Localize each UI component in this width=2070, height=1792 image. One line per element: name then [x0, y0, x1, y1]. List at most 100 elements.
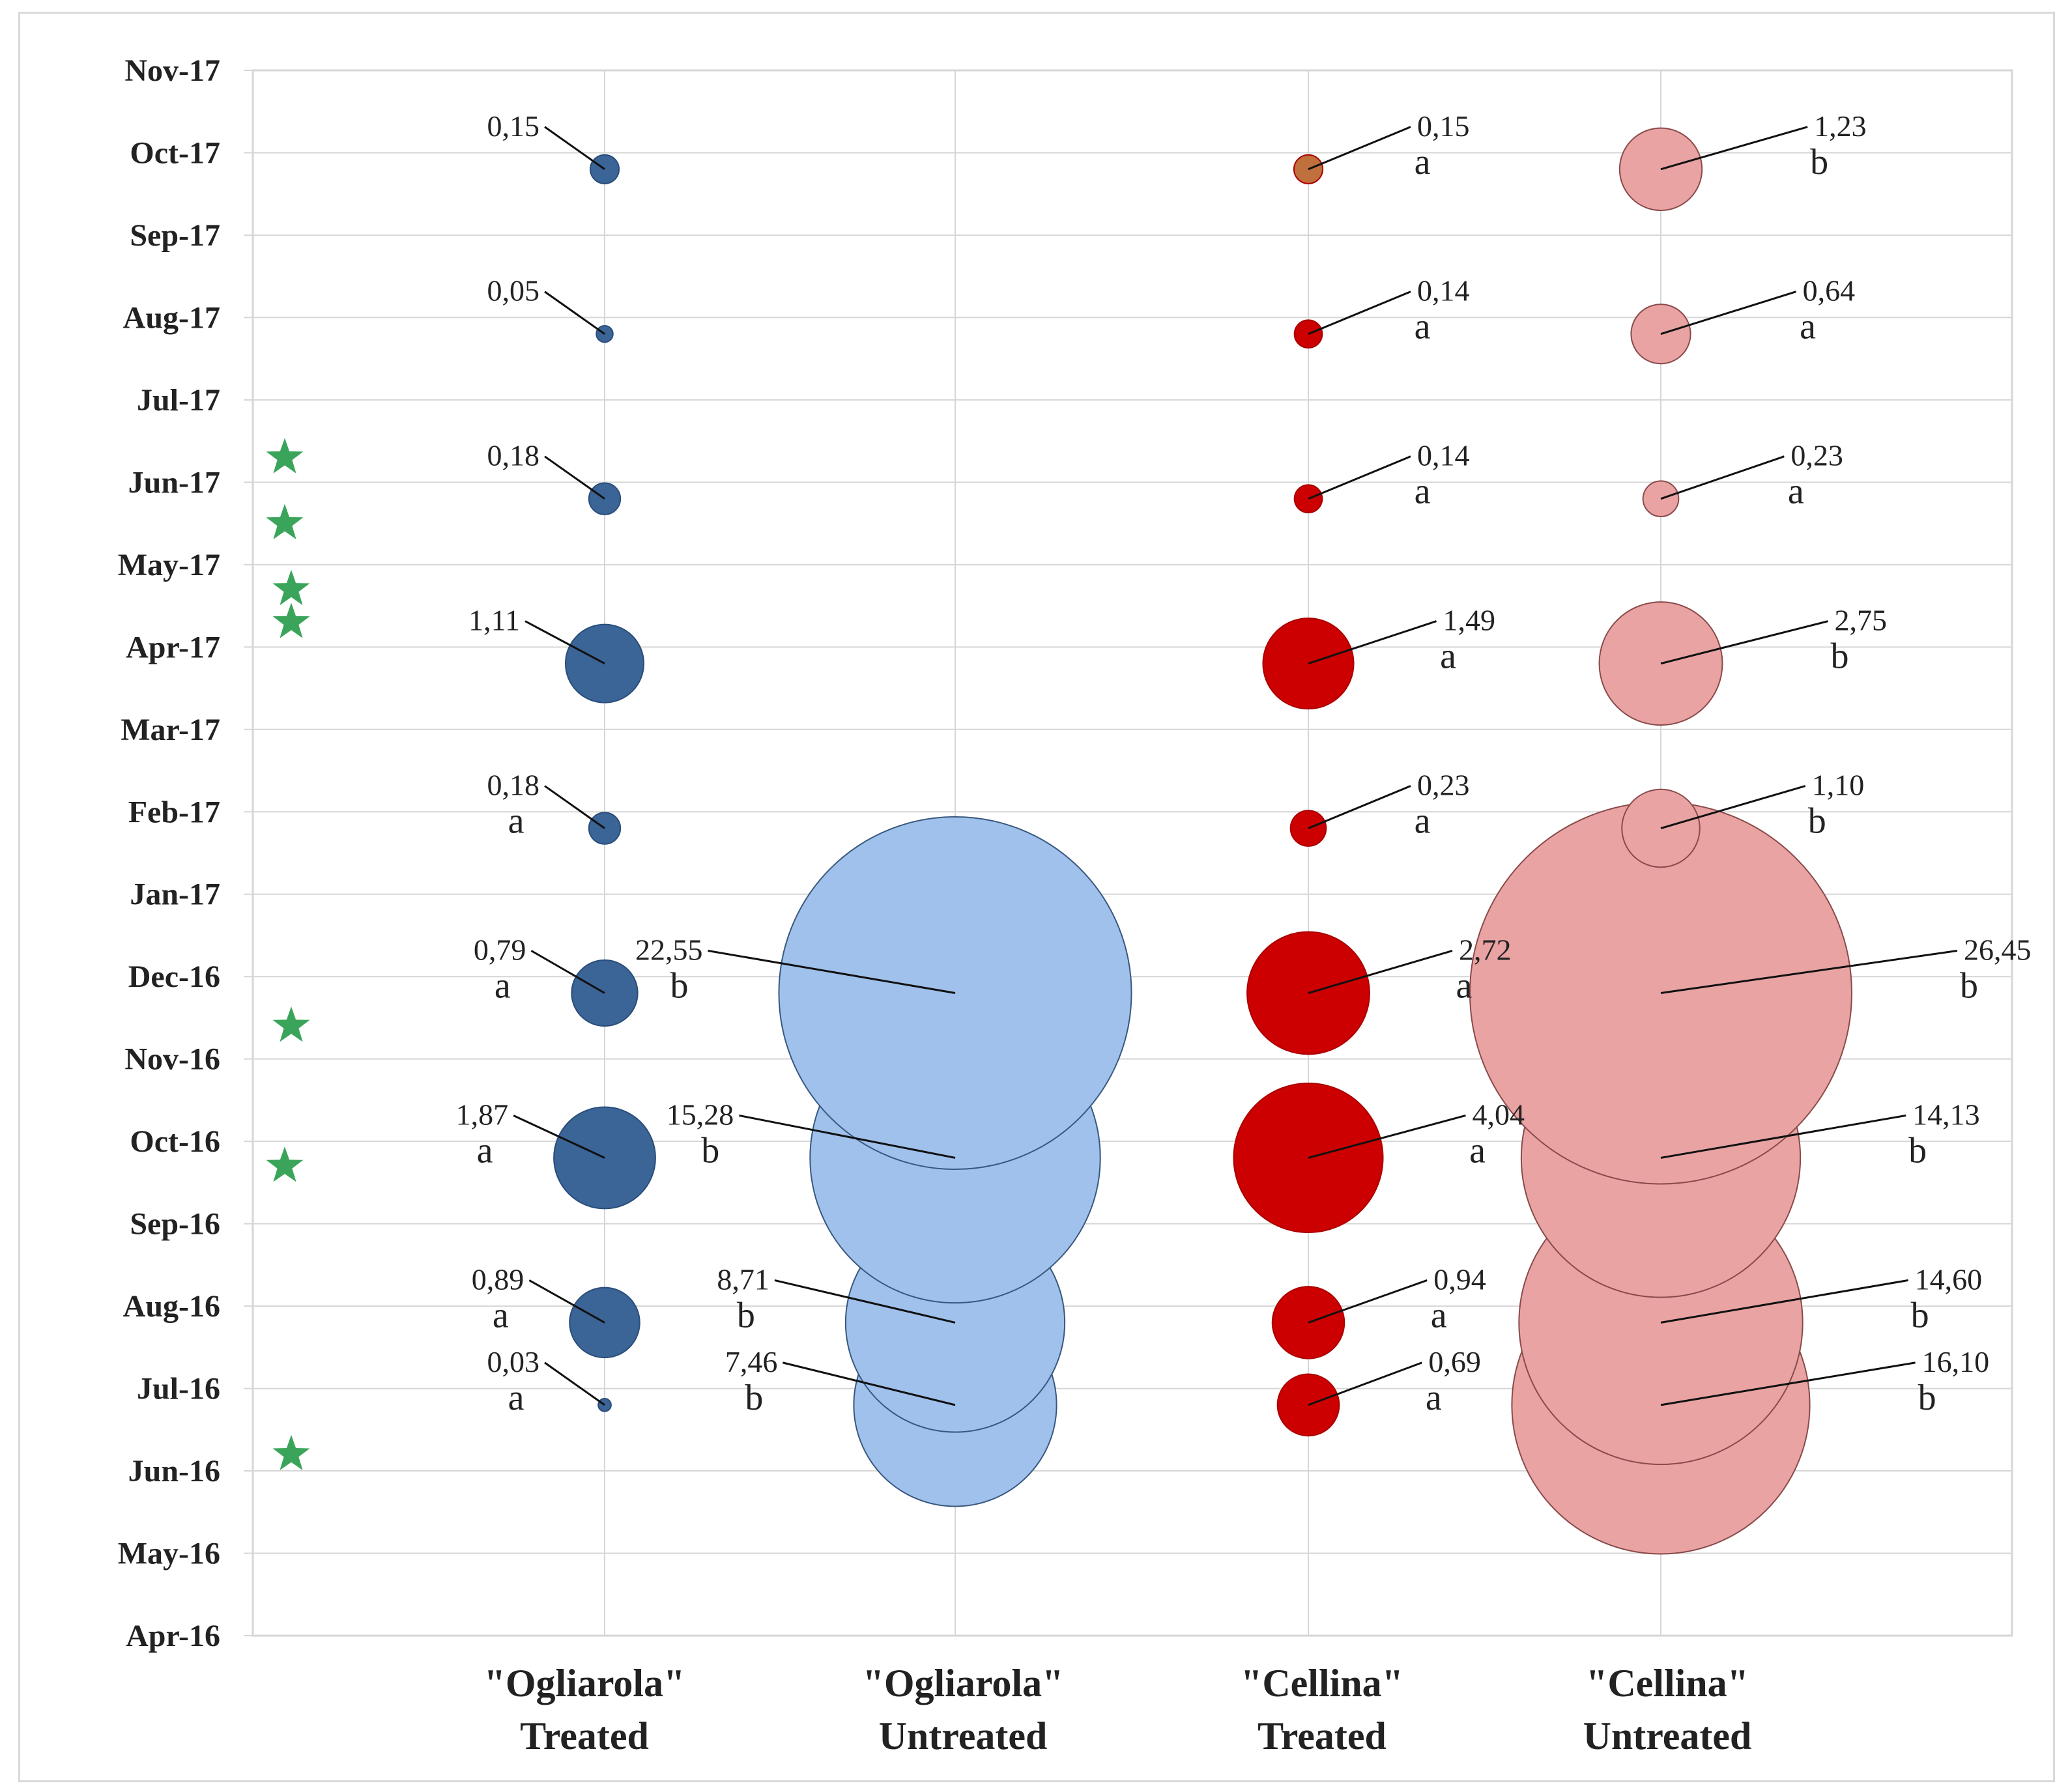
value-label: 1,23 [1814, 109, 1867, 143]
leader-line [1660, 455, 1785, 500]
significance-letter: a [1431, 1295, 1447, 1335]
value-label: 26,45 [1964, 933, 2032, 967]
significance-letter: a [493, 1295, 509, 1335]
leader-line [783, 1361, 956, 1406]
leader-line [544, 291, 605, 335]
significance-letter: b [1911, 1295, 1929, 1335]
ytick-label-aug-17: Aug-17 [123, 300, 220, 335]
significance-letter: a [508, 1378, 525, 1418]
bubbles [553, 127, 1852, 1555]
leader-line [1660, 1114, 1906, 1159]
category-label-line2: Untreated [879, 1714, 1048, 1757]
leader-line [544, 785, 605, 829]
treatment-markers [266, 438, 310, 1470]
leader-line [774, 1279, 956, 1324]
significance-letter: a [1469, 1130, 1486, 1171]
leader-line [1308, 620, 1437, 665]
significance-letter: a [1415, 307, 1431, 347]
ytick-label-dec-16: Dec-16 [128, 960, 220, 994]
ytick-label-nov-17: Nov-17 [124, 53, 220, 88]
ytick-label-apr-16: Apr-16 [126, 1619, 220, 1653]
bubble [1598, 601, 1723, 726]
significance-letter: a [1440, 636, 1456, 677]
significance-letter: a [1456, 966, 1473, 1006]
value-label: 1,10 [1812, 769, 1865, 802]
value-label: 14,60 [1915, 1262, 1983, 1296]
leader-line [1660, 291, 1797, 335]
value-label: 0,23 [1790, 439, 1843, 472]
leader-line [1660, 1361, 1916, 1406]
category-label-line2: Untreated [1583, 1714, 1752, 1757]
significance-letter: a [1788, 472, 1804, 512]
significance-letter: a [1415, 142, 1431, 182]
value-label: 0,23 [1417, 769, 1470, 802]
leader-line [528, 1279, 605, 1324]
significance-letter: b [1960, 966, 1978, 1006]
leader-line [1308, 1115, 1466, 1159]
significance-letter: b [670, 966, 688, 1006]
value-label: 0,79 [474, 933, 526, 967]
ytick-label-may-17: May-17 [118, 548, 220, 582]
leader-line [1660, 620, 1828, 665]
ytick-label-aug-16: Aug-16 [123, 1289, 220, 1324]
leader-line [525, 620, 605, 664]
category-label-line2: Treated [1258, 1714, 1387, 1757]
leader-line [1308, 291, 1411, 335]
value-label: 0,05 [487, 274, 540, 307]
ytick-label-jun-17: Jun-17 [128, 465, 220, 500]
leader-line [544, 126, 605, 170]
leader-line [1308, 126, 1411, 171]
value-label: 0,94 [1433, 1262, 1486, 1296]
leader-line [1660, 126, 1808, 171]
significance-letter: a [1800, 307, 1816, 347]
significance-letter: a [508, 801, 525, 842]
significance-letter: a [1426, 1378, 1442, 1418]
leader-line [530, 950, 605, 994]
leader-line [708, 950, 956, 994]
treatment-star-icon [272, 1434, 310, 1470]
leader-line [1308, 1361, 1422, 1406]
value-label: 0,15 [487, 109, 540, 143]
value-label: 1,49 [1443, 604, 1496, 637]
significance-letter: b [1810, 142, 1828, 182]
y-axis: Apr-16 May-16 Jun-16 Jul-16 Aug-16 Sep-16 Oct-… [118, 53, 253, 1653]
value-label: 1,11 [468, 604, 520, 637]
bubble [588, 482, 622, 515]
treatment-star-icon [272, 569, 310, 606]
bubble [1262, 618, 1355, 710]
category-label-line1: "Cellina" [1586, 1662, 1749, 1705]
treatment-star-icon [272, 1006, 310, 1042]
category-label-line2: Treated [520, 1714, 649, 1757]
ytick-label-jan-17: Jan-17 [130, 877, 220, 912]
ytick-label-jun-16: Jun-16 [128, 1454, 220, 1488]
value-label: 0,18 [487, 769, 540, 802]
value-label: 2,75 [1834, 604, 1887, 637]
ytick-label-sep-16: Sep-16 [130, 1207, 220, 1242]
significance-letter: b [1830, 636, 1848, 677]
leader-line [1660, 950, 1958, 994]
ytick-label-nov-16: Nov-16 [124, 1042, 220, 1077]
ytick-label-may-16: May-16 [118, 1537, 220, 1571]
significance-letter: b [1908, 1130, 1927, 1171]
value-label: 16,10 [1922, 1345, 1990, 1378]
leader-line [513, 1115, 605, 1159]
leader-line [1308, 950, 1453, 994]
bubble [778, 816, 1132, 1171]
value-label: 2,72 [1459, 933, 1512, 967]
ytick-label-sep-17: Sep-17 [130, 218, 220, 253]
value-label: 0,14 [1417, 439, 1470, 472]
significance-letter: a [1415, 472, 1431, 512]
category-label-line1: "Ogliarola" [863, 1662, 1064, 1705]
value-label: 0,89 [472, 1262, 525, 1296]
treatment-star-icon [266, 1146, 304, 1182]
ytick-label-oct-16: Oct-16 [130, 1124, 220, 1159]
ytick-label-mar-17: Mar-17 [121, 713, 220, 747]
leader-line [1660, 1279, 1908, 1324]
leader-line [739, 1114, 956, 1159]
value-label: 0,69 [1428, 1345, 1481, 1378]
leader-line [544, 1361, 605, 1406]
ytick-label-feb-17: Feb-17 [128, 795, 220, 829]
value-label: 1,87 [456, 1098, 509, 1131]
significance-letter: b [1808, 801, 1826, 842]
value-label: 7,46 [725, 1345, 778, 1378]
